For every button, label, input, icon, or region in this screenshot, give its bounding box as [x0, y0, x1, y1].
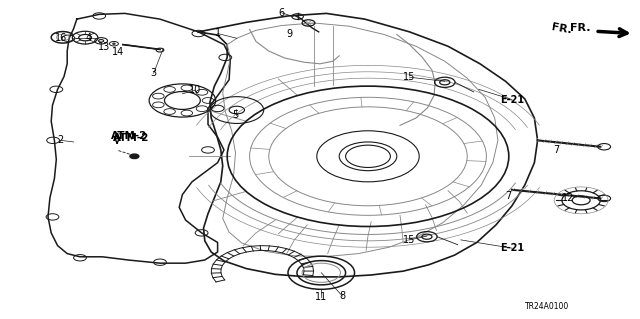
Text: TR24A0100: TR24A0100	[525, 302, 570, 311]
Text: ATM-2: ATM-2	[111, 130, 147, 141]
Text: 9: 9	[286, 29, 292, 39]
Text: E-21: E-21	[500, 94, 524, 105]
Text: 5: 5	[232, 110, 239, 120]
Text: 3: 3	[150, 68, 157, 78]
Circle shape	[130, 154, 139, 159]
Text: 11: 11	[315, 292, 328, 302]
Text: 12: 12	[562, 193, 575, 203]
Text: 7: 7	[554, 145, 560, 155]
Text: FR.: FR.	[551, 22, 573, 35]
Text: E-21: E-21	[500, 243, 524, 253]
Text: 15: 15	[403, 72, 416, 82]
Text: 16: 16	[54, 33, 67, 43]
Text: ATM-2: ATM-2	[113, 133, 149, 143]
Text: 4: 4	[85, 33, 92, 43]
Text: 1: 1	[214, 28, 221, 39]
Text: 13: 13	[98, 42, 111, 52]
Text: FR.: FR.	[570, 23, 590, 33]
Text: 14: 14	[112, 47, 125, 57]
Text: 7: 7	[506, 191, 512, 201]
Text: 6: 6	[278, 8, 285, 18]
Text: 10: 10	[189, 85, 202, 95]
Text: 2: 2	[58, 135, 64, 145]
Text: 15: 15	[403, 235, 416, 245]
Text: 8: 8	[339, 291, 346, 301]
